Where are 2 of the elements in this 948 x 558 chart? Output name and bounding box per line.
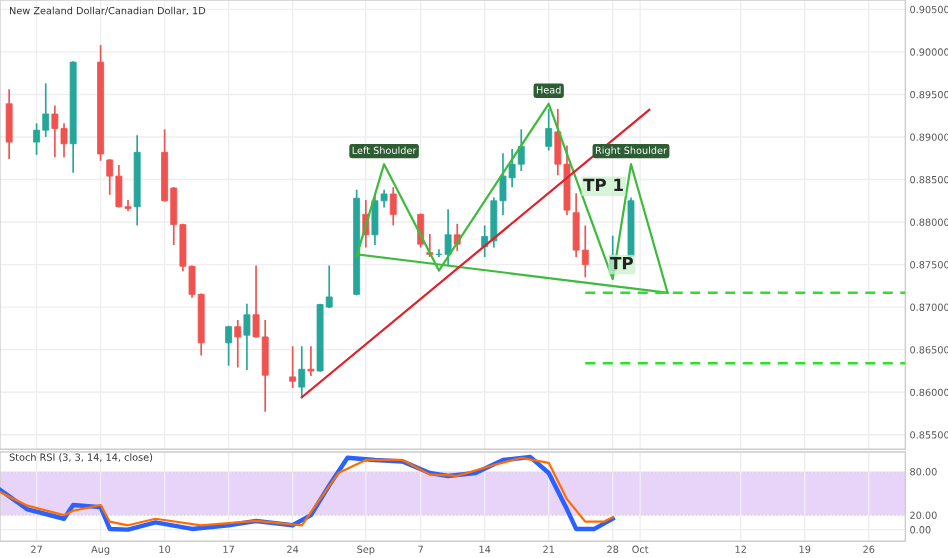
annotation: TP 1 [583,178,623,191]
annotation: TP [610,257,633,270]
